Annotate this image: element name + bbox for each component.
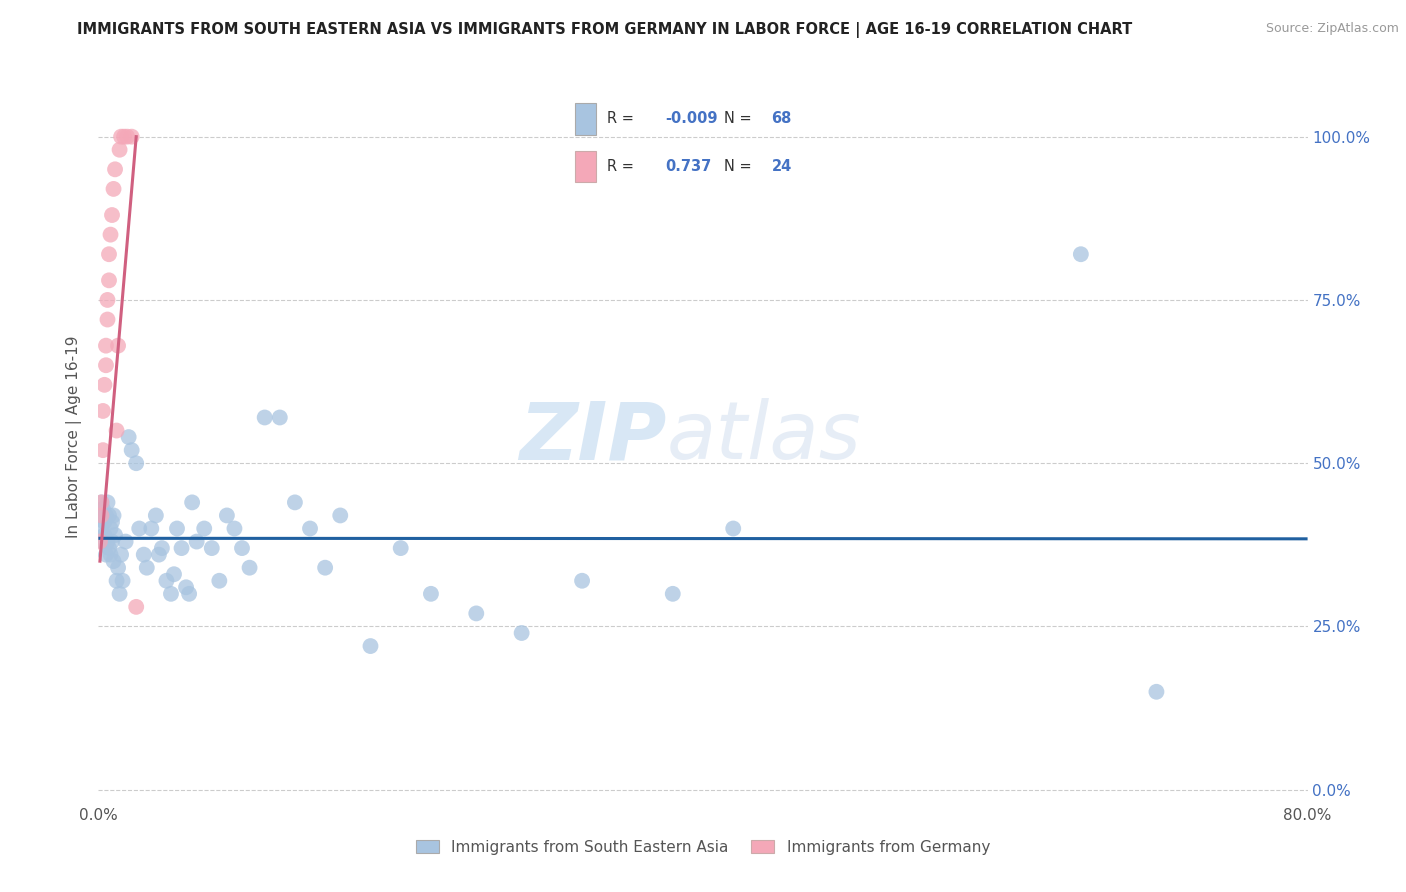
Point	[94, 508, 117, 523]
Point	[98, 273, 121, 287]
Point	[145, 508, 167, 523]
Point	[239, 560, 262, 574]
Point	[101, 515, 124, 529]
Point	[150, 541, 173, 555]
Point	[148, 548, 170, 562]
Legend: Immigrants from South Eastern Asia, Immigrants from Germany: Immigrants from South Eastern Asia, Immi…	[411, 834, 995, 861]
Point	[94, 548, 117, 562]
Point	[103, 508, 125, 523]
Point	[104, 528, 127, 542]
Point	[91, 404, 114, 418]
Point	[510, 626, 533, 640]
Point	[125, 456, 148, 470]
Point	[166, 521, 188, 535]
Text: IMMIGRANTS FROM SOUTH EASTERN ASIA VS IMMIGRANTS FROM GERMANY IN LABOR FORCE | A: IMMIGRANTS FROM SOUTH EASTERN ASIA VS IM…	[77, 22, 1133, 38]
Point	[91, 502, 114, 516]
Point	[93, 377, 115, 392]
Point	[91, 534, 114, 549]
Point	[160, 587, 183, 601]
Point	[118, 430, 141, 444]
Point	[98, 247, 121, 261]
Point	[141, 521, 163, 535]
Point	[96, 495, 118, 509]
Point	[571, 574, 593, 588]
Point	[723, 521, 745, 535]
Point	[114, 534, 136, 549]
Point	[90, 521, 112, 535]
Point	[269, 410, 291, 425]
Point	[110, 129, 132, 144]
Point	[174, 580, 197, 594]
Point	[89, 534, 111, 549]
Point	[105, 574, 128, 588]
Point	[103, 182, 125, 196]
Point	[193, 521, 215, 535]
Point	[100, 548, 122, 562]
Point	[128, 521, 150, 535]
Point	[329, 508, 352, 523]
Point	[284, 495, 307, 509]
Point	[299, 521, 322, 535]
Point	[104, 162, 127, 177]
Point	[179, 587, 201, 601]
Point	[186, 534, 208, 549]
Point	[105, 424, 128, 438]
Point	[96, 534, 118, 549]
Point	[661, 587, 683, 601]
Point	[253, 410, 276, 425]
Text: atlas: atlas	[666, 398, 862, 476]
Point	[314, 560, 336, 574]
Point	[215, 508, 238, 523]
Point	[93, 515, 115, 529]
Point	[111, 574, 134, 588]
Point	[101, 208, 124, 222]
Point	[420, 587, 443, 601]
Point	[90, 508, 112, 523]
Point	[224, 521, 246, 535]
Point	[135, 560, 157, 574]
Point	[108, 143, 131, 157]
Point	[208, 574, 231, 588]
Point	[103, 554, 125, 568]
Point	[170, 541, 193, 555]
Point	[155, 574, 177, 588]
Point	[98, 508, 121, 523]
Point	[94, 358, 117, 372]
Point	[93, 528, 115, 542]
Point	[115, 129, 138, 144]
Point	[110, 548, 132, 562]
Point	[112, 129, 135, 144]
Point	[89, 508, 111, 523]
Point	[94, 338, 117, 352]
Point	[90, 495, 112, 509]
Point	[108, 587, 131, 601]
Point	[201, 541, 224, 555]
Point	[98, 541, 121, 555]
Text: ZIP: ZIP	[519, 398, 666, 476]
Point	[101, 534, 124, 549]
Point	[90, 495, 112, 509]
Point	[389, 541, 412, 555]
Text: Source: ZipAtlas.com: Source: ZipAtlas.com	[1265, 22, 1399, 36]
Point	[121, 443, 143, 458]
Point	[107, 338, 129, 352]
Point	[121, 129, 143, 144]
Point	[231, 541, 253, 555]
Point	[465, 607, 488, 621]
Point	[1144, 685, 1167, 699]
Point	[100, 521, 122, 535]
Point	[132, 548, 155, 562]
Point	[125, 599, 148, 614]
Point	[1070, 247, 1092, 261]
Point	[91, 443, 114, 458]
Point	[107, 560, 129, 574]
Point	[96, 312, 118, 326]
Point	[181, 495, 204, 509]
Point	[96, 293, 118, 307]
Point	[163, 567, 186, 582]
Point	[100, 227, 122, 242]
Point	[360, 639, 382, 653]
Y-axis label: In Labor Force | Age 16-19: In Labor Force | Age 16-19	[66, 335, 83, 539]
